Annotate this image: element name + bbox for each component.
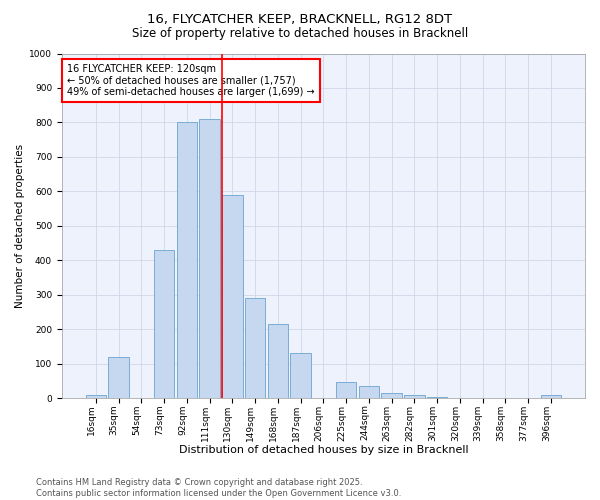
Bar (109, 357, 129, 398)
Bar (86, 395, 106, 398)
Bar (268, 324, 288, 398)
Bar (404, 396, 425, 398)
Bar (336, 382, 356, 398)
Text: Size of property relative to detached houses in Bracknell: Size of property relative to detached ho… (132, 28, 468, 40)
Text: 16, FLYCATCHER KEEP, BRACKNELL, RG12 8DT: 16, FLYCATCHER KEEP, BRACKNELL, RG12 8DT (148, 12, 452, 26)
Bar (382, 393, 402, 398)
Bar (154, 250, 175, 398)
Bar (541, 395, 561, 398)
Bar (222, 195, 242, 398)
Bar (427, 397, 448, 398)
X-axis label: Distribution of detached houses by size in Bracknell: Distribution of detached houses by size … (179, 445, 468, 455)
Bar (199, 119, 220, 398)
Y-axis label: Number of detached properties: Number of detached properties (15, 144, 25, 308)
Bar (290, 354, 311, 398)
Bar (245, 298, 265, 398)
Bar (359, 386, 379, 398)
Bar (176, 122, 197, 398)
Text: 16 FLYCATCHER KEEP: 120sqm
← 50% of detached houses are smaller (1,757)
49% of s: 16 FLYCATCHER KEEP: 120sqm ← 50% of deta… (67, 64, 315, 97)
Text: Contains HM Land Registry data © Crown copyright and database right 2025.
Contai: Contains HM Land Registry data © Crown c… (36, 478, 401, 498)
